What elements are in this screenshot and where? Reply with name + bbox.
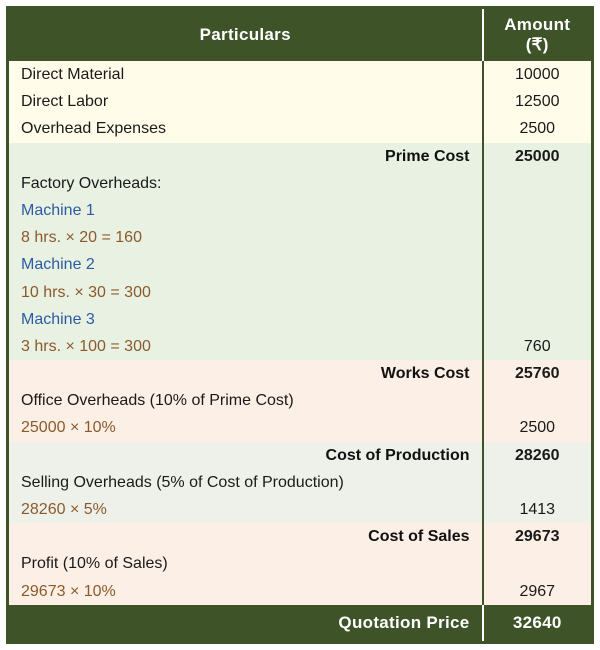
row-works-cost: Works Cost 25760 xyxy=(8,360,593,387)
col-amount: Amount (₹) xyxy=(483,8,593,62)
amount: 1413 xyxy=(483,496,593,523)
label: Office Overheads (10% of Prime Cost) xyxy=(8,387,483,414)
row-machine-3: Machine 3 xyxy=(8,306,593,333)
label: Overhead Expenses xyxy=(8,115,483,142)
row-selling-calc: 28260 × 5% 1413 xyxy=(8,496,593,523)
label: Machine 2 xyxy=(8,251,483,278)
col-particulars: Particulars xyxy=(8,8,483,62)
row-machine-1: Machine 1 xyxy=(8,197,593,224)
label: Direct Labor xyxy=(8,88,483,115)
amount: 25760 xyxy=(483,360,593,387)
row-machine-1-calc: 8 hrs. × 20 = 160 xyxy=(8,224,593,251)
row-direct-material: Direct Material 10000 xyxy=(8,61,593,88)
row-prime-cost: Prime Cost 25000 xyxy=(8,143,593,170)
table-header-row: Particulars Amount (₹) xyxy=(8,8,593,62)
amount: 28260 xyxy=(483,442,593,469)
label: Works Cost xyxy=(8,360,483,387)
row-cost-of-sales: Cost of Sales 29673 xyxy=(8,523,593,550)
row-office-overheads: Office Overheads (10% of Prime Cost) xyxy=(8,387,593,414)
label: Quotation Price xyxy=(8,605,483,643)
row-profit-calc: 29673 × 10% 2967 xyxy=(8,578,593,605)
calc: 3 hrs. × 100 = 300 xyxy=(8,333,483,360)
label: Selling Overheads (5% of Cost of Product… xyxy=(8,469,483,496)
amount: 2500 xyxy=(483,414,593,441)
calc: 29673 × 10% xyxy=(8,578,483,605)
row-machine-3-calc: 3 hrs. × 100 = 300 760 xyxy=(8,333,593,360)
label: Cost of Sales xyxy=(8,523,483,550)
calc: 25000 × 10% xyxy=(8,414,483,441)
row-machine-2: Machine 2 xyxy=(8,251,593,278)
row-cost-of-production: Cost of Production 28260 xyxy=(8,442,593,469)
cost-sheet-table: Particulars Amount (₹) Direct Material 1… xyxy=(6,6,594,644)
row-direct-labor: Direct Labor 12500 xyxy=(8,88,593,115)
calc: 8 hrs. × 20 = 160 xyxy=(8,224,483,251)
label: Cost of Production xyxy=(8,442,483,469)
row-office-calc: 25000 × 10% 2500 xyxy=(8,414,593,441)
amount: 2500 xyxy=(483,115,593,142)
amount: 10000 xyxy=(483,61,593,88)
row-quotation-price: Quotation Price 32640 xyxy=(8,605,593,643)
row-profit: Profit (10% of Sales) xyxy=(8,550,593,577)
label: Direct Material xyxy=(8,61,483,88)
row-machine-2-calc: 10 hrs. × 30 = 300 xyxy=(8,279,593,306)
row-selling-overheads: Selling Overheads (5% of Cost of Product… xyxy=(8,469,593,496)
amount: 32640 xyxy=(483,605,593,643)
calc: 10 hrs. × 30 = 300 xyxy=(8,279,483,306)
label: Machine 3 xyxy=(8,306,483,333)
amount: 29673 xyxy=(483,523,593,550)
label: Prime Cost xyxy=(8,143,483,170)
amount: 12500 xyxy=(483,88,593,115)
amount: 25000 xyxy=(483,143,593,170)
label: Factory Overheads: xyxy=(8,170,483,197)
amount: 2967 xyxy=(483,578,593,605)
label: Profit (10% of Sales) xyxy=(8,550,483,577)
label: Machine 1 xyxy=(8,197,483,224)
row-overhead-expenses: Overhead Expenses 2500 xyxy=(8,115,593,142)
row-factory-heading: Factory Overheads: xyxy=(8,170,593,197)
calc: 28260 × 5% xyxy=(8,496,483,523)
amount: 760 xyxy=(483,333,593,360)
